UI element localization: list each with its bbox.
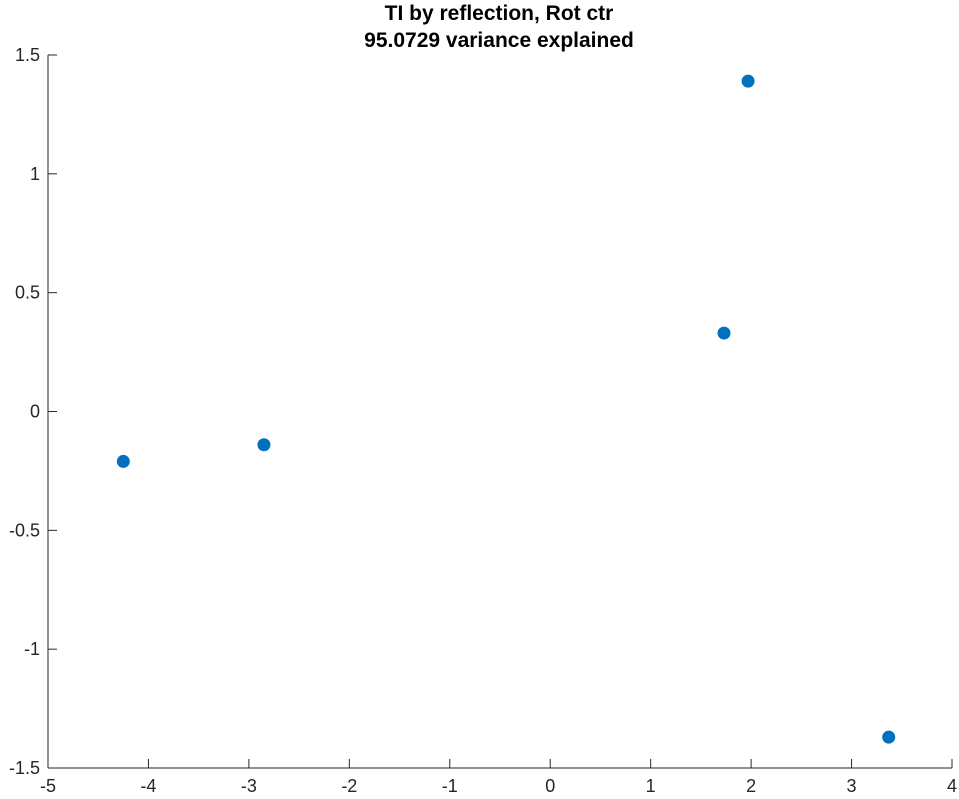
y-tick-label: -0.5	[9, 520, 40, 540]
x-tick-label: 2	[746, 776, 756, 796]
x-tick-label: -1	[442, 776, 458, 796]
x-tick-label: -5	[40, 776, 56, 796]
data-point	[882, 730, 896, 744]
x-tick-label: 4	[947, 776, 957, 796]
x-tick-label: 0	[545, 776, 555, 796]
data-point	[741, 74, 755, 88]
data-point	[717, 326, 731, 340]
x-tick-label: 3	[847, 776, 857, 796]
y-tick-label: -1.5	[9, 758, 40, 778]
x-tick-label: -2	[341, 776, 357, 796]
axes	[47, 55, 952, 769]
data-points	[116, 74, 896, 744]
x-tick-label: -4	[140, 776, 156, 796]
y-tick-label: -1	[24, 639, 40, 659]
chart-title: TI by reflection, Rot ctr	[385, 2, 614, 25]
y-tick-label: 0.5	[15, 283, 40, 303]
y-ticks: -1.5 -1 -0.5 0 0.5 1 1.5	[9, 45, 57, 778]
x-ticks: -5 -4 -3 -2 -1 0 1 2 3 4	[40, 759, 957, 796]
chart-subtitle: 95.0729 variance explained	[364, 29, 634, 52]
y-tick-label: 1	[30, 164, 40, 184]
y-tick-label: 1.5	[15, 45, 40, 65]
data-point	[116, 454, 130, 468]
x-tick-label: -3	[241, 776, 257, 796]
data-point	[257, 438, 271, 452]
y-tick-label: 0	[30, 402, 40, 422]
x-tick-label: 1	[646, 776, 656, 796]
